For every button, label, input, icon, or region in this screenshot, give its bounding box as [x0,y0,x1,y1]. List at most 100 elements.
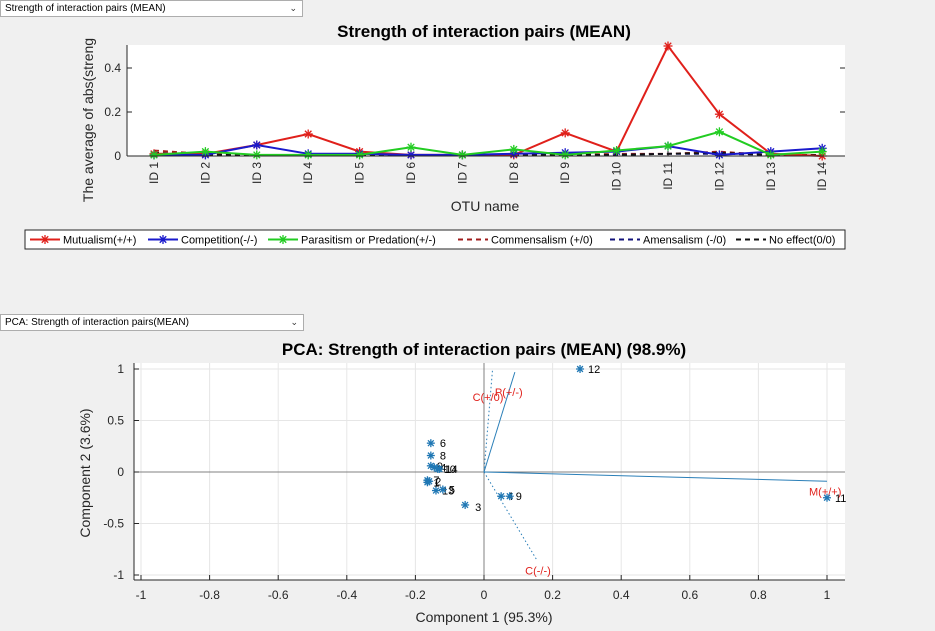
x-tick-label: ID 9 [558,162,572,184]
pca-x-axis-label: Component 1 (95.3%) [416,609,553,625]
x-tick-label: 1 [824,588,831,602]
pca-selector-dropdown[interactable]: PCA: Strength of interaction pairs(MEAN)… [0,314,304,331]
x-axis-label: OTU name [451,198,520,214]
chart-title: Strength of interaction pairs (MEAN) [337,22,631,41]
x-tick-label: ID 5 [353,162,367,184]
pca-chart-title: PCA: Strength of interaction pairs (MEAN… [282,340,686,359]
legend-marker [158,235,168,244]
data-point [612,146,622,155]
loading-vector [483,471,828,482]
pca-point-label: 9 [516,491,522,503]
pca-point [505,492,514,501]
series-line-2 [153,130,823,156]
pca-point [426,451,435,460]
x-tick-label: 0.2 [544,588,561,602]
pca-point-label: 7 [433,475,439,487]
data-point [509,144,519,154]
x-tick-label: ID 11 [661,162,675,190]
loading-label: P(+/-) [495,387,523,399]
x-tick-label: -0.2 [405,588,426,602]
chart-selector-dropdown[interactable]: Strength of interaction pairs (MEAN) ⌄ [0,0,303,17]
y-tick-label: -0.5 [103,517,124,531]
data-point [714,127,724,137]
data-point [303,150,313,160]
y-tick-label: 0.2 [104,105,121,119]
pca-point-label: 6 [440,438,446,450]
data-point [303,129,313,139]
pca-point-label: 1 [433,477,439,489]
legend-marker [40,235,50,244]
pca-biplot: PCA: Strength of interaction pairs (MEAN… [77,340,846,625]
data-point [714,150,724,160]
legend-box [24,229,846,250]
chevron-down-icon: ⌄ [290,317,298,327]
x-tick-label: ID 4 [301,162,315,184]
pca-point-label: 14 [445,464,457,476]
data-point [406,142,416,152]
x-tick-label: 0.6 [681,588,698,602]
x-tick-label: 0.8 [750,588,767,602]
legend-item: Competition(-/-) [148,235,257,247]
y-tick-label: -1 [113,568,124,582]
pca-point-label: 3 [475,502,481,514]
data-point [560,150,570,160]
pca-selector-value: PCA: Strength of interaction pairs(MEAN) [5,317,189,328]
data-point [355,150,365,160]
legend-label: Parasitism or Predation(+/-) [301,235,436,247]
y-axis-label: The average of abs(streng [80,38,96,202]
y-tick-label: 0.5 [107,414,124,428]
data-point [560,128,570,138]
data-point [457,150,467,160]
pca-point [461,500,470,509]
legend-label: Commensalism (+/0) [491,235,593,247]
data-point [406,150,416,160]
x-tick-label: 0.4 [613,588,630,602]
loading-vector [483,471,538,561]
chevron-down-icon: ⌄ [289,3,297,13]
x-tick-label: -1 [136,588,147,602]
legend-item: Parasitism or Predation(+/-) [268,235,436,247]
plot-area [127,45,845,156]
loading-label: M(+/+) [809,486,841,498]
y-tick-label: 0.4 [104,61,121,75]
pca-y-axis-label: Component 2 (3.6%) [77,408,93,537]
legend-item: No effect(0/0) [736,235,835,247]
x-tick-label: ID 7 [455,162,469,184]
legend-label: Competition(-/-) [181,235,257,247]
x-tick-label: ID 3 [250,162,264,184]
pca-point [438,485,447,494]
x-tick-label: ID 12 [712,162,726,191]
pca-point [576,365,585,373]
pca-point [425,477,434,486]
y-tick-label: 0 [117,465,124,479]
data-point [149,150,159,160]
pca-point [426,439,435,448]
x-tick-label: ID 14 [815,162,829,191]
data-point [766,150,776,160]
pca-point-label: 13 [442,486,454,498]
legend-marker [278,235,288,244]
x-tick-label: ID 6 [404,162,418,184]
legend-item: Mutualism(+/+) [30,235,136,247]
line-chart: Strength of interaction pairs (MEAN) 0 0.… [24,22,846,250]
pca-point [497,492,506,501]
legend-label: No effect(0/0) [769,235,835,247]
legend-label: Amensalism (-/0) [643,235,726,247]
data-point [200,147,210,157]
x-tick-label: ID 1 [147,162,161,184]
x-tick-label: ID 2 [198,162,212,184]
legend: Mutualism(+/+) Competition(-/-) Parasitism… [24,229,846,250]
series-line-1 [154,143,823,156]
pca-point [435,464,444,473]
data-point [252,140,262,150]
pca-point-label: 11 [835,493,846,505]
legend-label: Mutualism(+/+) [63,235,136,247]
pca-point [431,486,440,495]
pca-point [823,493,831,502]
pca-point-label: 10 [444,464,456,476]
data-point [252,150,262,160]
loading-label: C(+/0) [473,392,504,404]
data-point [817,147,827,157]
loading-label: C(-/-) [525,566,551,578]
